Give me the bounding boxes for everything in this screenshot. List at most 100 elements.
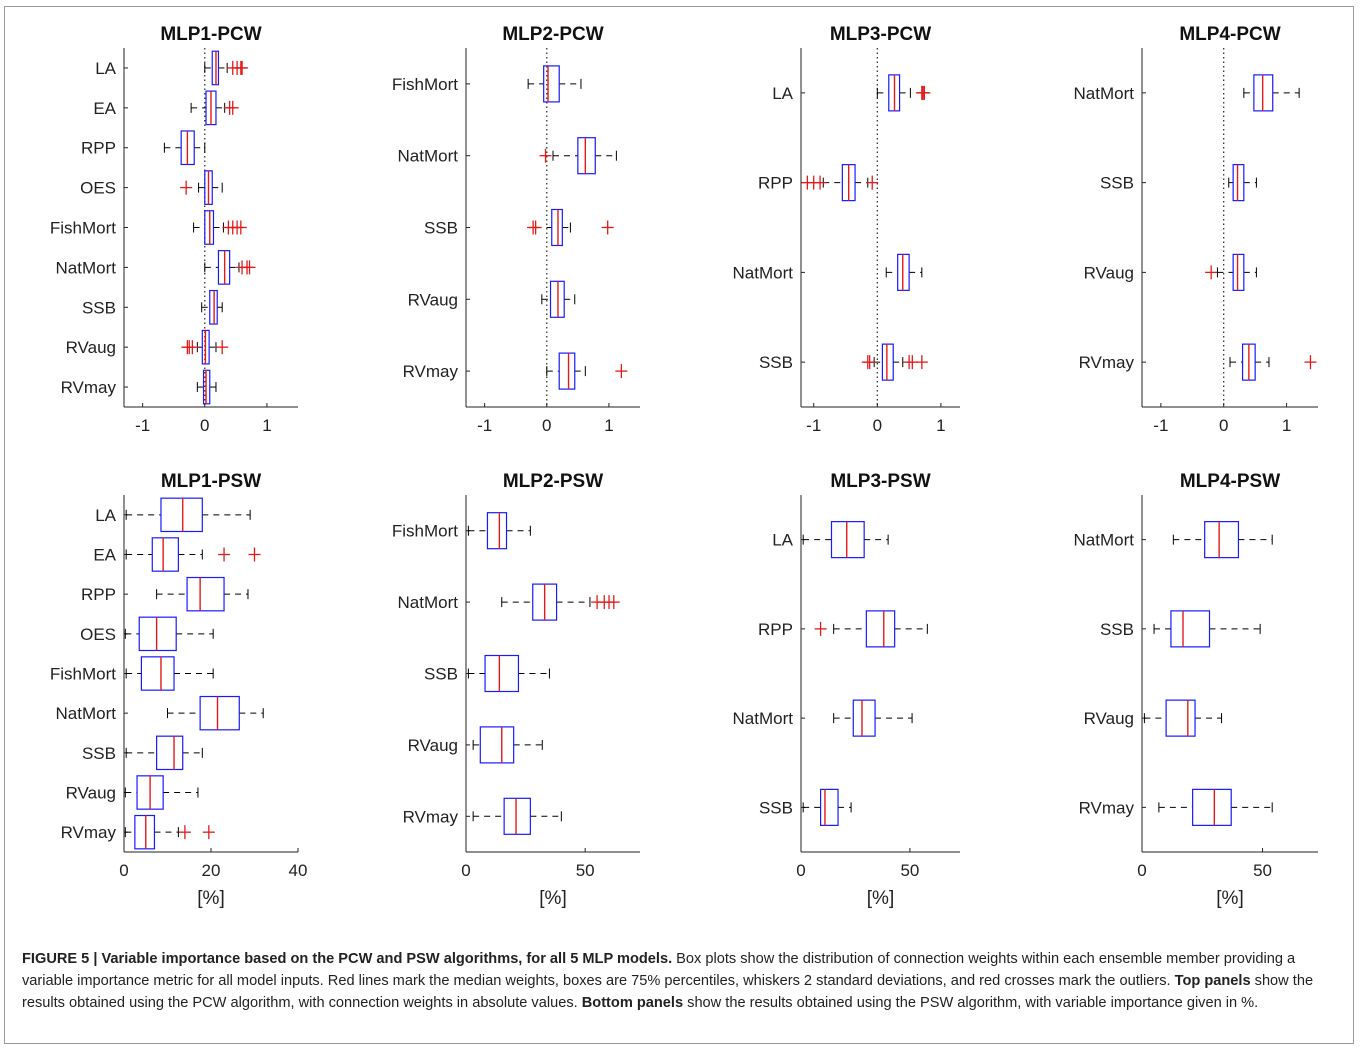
box-rvmay — [472, 797, 562, 835]
box-natmort — [204, 250, 256, 285]
category-label: RPP — [81, 585, 116, 604]
outlier-marker — [202, 825, 215, 840]
box-iqr — [820, 788, 839, 826]
x-tick-label: 0 — [796, 861, 805, 880]
category-label: SSB — [424, 665, 458, 684]
panel-mlp2-psw: MLP2-PSW 0 50 [%] FishMort NatMort SSB RVaug RVm… — [392, 471, 640, 909]
outlier-marker — [226, 100, 239, 115]
outlier-marker — [866, 175, 879, 190]
caption-text-3: show the results obtained using the PSW … — [683, 995, 1259, 1011]
box-iqr — [543, 65, 560, 103]
x-tick-label: 0 — [1137, 861, 1146, 880]
x-axis-label: [%] — [1216, 888, 1243, 909]
box-iqr — [1192, 788, 1232, 826]
category-label: RPP — [81, 139, 116, 158]
x-tick-label: 0 — [119, 861, 128, 880]
x-axis-label: [%] — [867, 888, 894, 909]
box-natmort — [1243, 74, 1300, 112]
category-label: NatMort — [1074, 84, 1135, 103]
box-rvmay — [1158, 788, 1273, 826]
box-iqr — [1232, 253, 1245, 291]
category-label: RVmay — [61, 823, 117, 842]
outlier-marker — [216, 340, 229, 355]
category-label: SSB — [1100, 174, 1134, 193]
outlier-marker — [180, 180, 193, 195]
x-tick-label: 0 — [200, 416, 209, 435]
category-label: LA — [95, 59, 116, 78]
outlier-marker — [529, 220, 542, 235]
figure-panels: MLP1-PCW -1 0 1 LA EA RPP OES FishMort NatMort SSB… — [50, 24, 1318, 909]
box-la — [125, 497, 251, 533]
box-rvmay — [196, 369, 217, 405]
box-iqr — [186, 576, 225, 612]
category-label: RVaug — [66, 784, 116, 803]
category-label: RVmay — [1079, 798, 1135, 817]
box-ssb — [1228, 164, 1257, 202]
caption-text-2: show the results obtained using the PCW … — [22, 973, 1314, 1011]
panel-mlp4-psw: MLP4-PSW 0 50 [%] NatMort SSB RVaug RVmay — [1074, 471, 1318, 909]
outlier-marker — [234, 220, 247, 235]
category-label: NatMort — [56, 704, 117, 723]
category-label: RVaug — [1084, 709, 1134, 728]
box-natmort — [1172, 521, 1273, 559]
box-rvmay — [1229, 343, 1317, 381]
box-iqr — [140, 656, 175, 691]
category-label: EA — [93, 546, 116, 565]
figure-frame — [4, 6, 1354, 1044]
box-iqr — [852, 699, 876, 737]
box-iqr — [134, 814, 156, 850]
box-fishmort — [527, 65, 582, 103]
box-iqr — [551, 208, 563, 247]
category-label: LA — [95, 506, 116, 525]
box-iqr — [881, 343, 894, 381]
box-rvmay — [124, 814, 215, 850]
x-tick-label: 0 — [461, 861, 470, 880]
category-label: RVmay — [403, 362, 459, 381]
category-label: NatMort — [398, 147, 459, 166]
box-iqr — [1204, 521, 1240, 559]
category-label: RVaug — [1084, 263, 1134, 282]
x-tick-label: 1 — [262, 416, 271, 435]
category-label: SSB — [424, 219, 458, 238]
category-label: SSB — [759, 353, 793, 372]
box-rvaug — [124, 775, 199, 810]
box-rvaug — [472, 726, 543, 764]
box-oes — [180, 170, 223, 205]
category-label: RVmay — [403, 807, 459, 826]
box-ssb — [125, 735, 203, 771]
box-rpp — [801, 164, 879, 202]
panel-title: MLP3-PSW — [830, 471, 930, 492]
box-iqr — [830, 521, 865, 559]
category-label: FishMort — [50, 219, 116, 238]
category-label: EA — [93, 99, 116, 118]
panel-mlp4-pcw: MLP4-PCW -1 0 1 NatMort SSB RVaug RVmay — [1074, 24, 1318, 435]
box-rvaug — [1143, 699, 1223, 737]
category-label: RVaug — [66, 338, 116, 357]
outlier-marker — [218, 547, 231, 562]
box-ssb — [467, 654, 550, 693]
box-iqr — [503, 797, 531, 835]
box-ea — [125, 537, 261, 572]
outlier-marker — [917, 85, 930, 100]
box-rpp — [814, 610, 928, 648]
category-label: RPP — [758, 174, 793, 193]
category-label: RVaug — [408, 736, 458, 755]
outlier-marker — [814, 621, 827, 636]
box-rvaug — [181, 329, 229, 365]
box-la — [204, 50, 249, 86]
panel-title: MLP4-PCW — [1179, 24, 1280, 45]
box-ssb — [861, 343, 928, 381]
panel-mlp1-psw: MLP1-PSW 0 20 40 [%] LA EA RPP OES FishMort NatMor… — [50, 471, 308, 909]
panel-title: MLP4-PSW — [1180, 471, 1280, 492]
category-label: FishMort — [392, 75, 458, 94]
category-label: FishMort — [392, 522, 458, 541]
outlier-marker — [243, 260, 256, 275]
category-label: RPP — [758, 620, 793, 639]
box-ssb — [1153, 610, 1261, 648]
category-label: NatMort — [733, 263, 794, 282]
caption-text-1: Box plots show the distribution of conne… — [22, 951, 1296, 989]
box-iqr — [160, 497, 203, 533]
x-tick-label: 0 — [542, 416, 551, 435]
x-tick-label: 50 — [1253, 861, 1272, 880]
category-label: LA — [772, 531, 793, 550]
